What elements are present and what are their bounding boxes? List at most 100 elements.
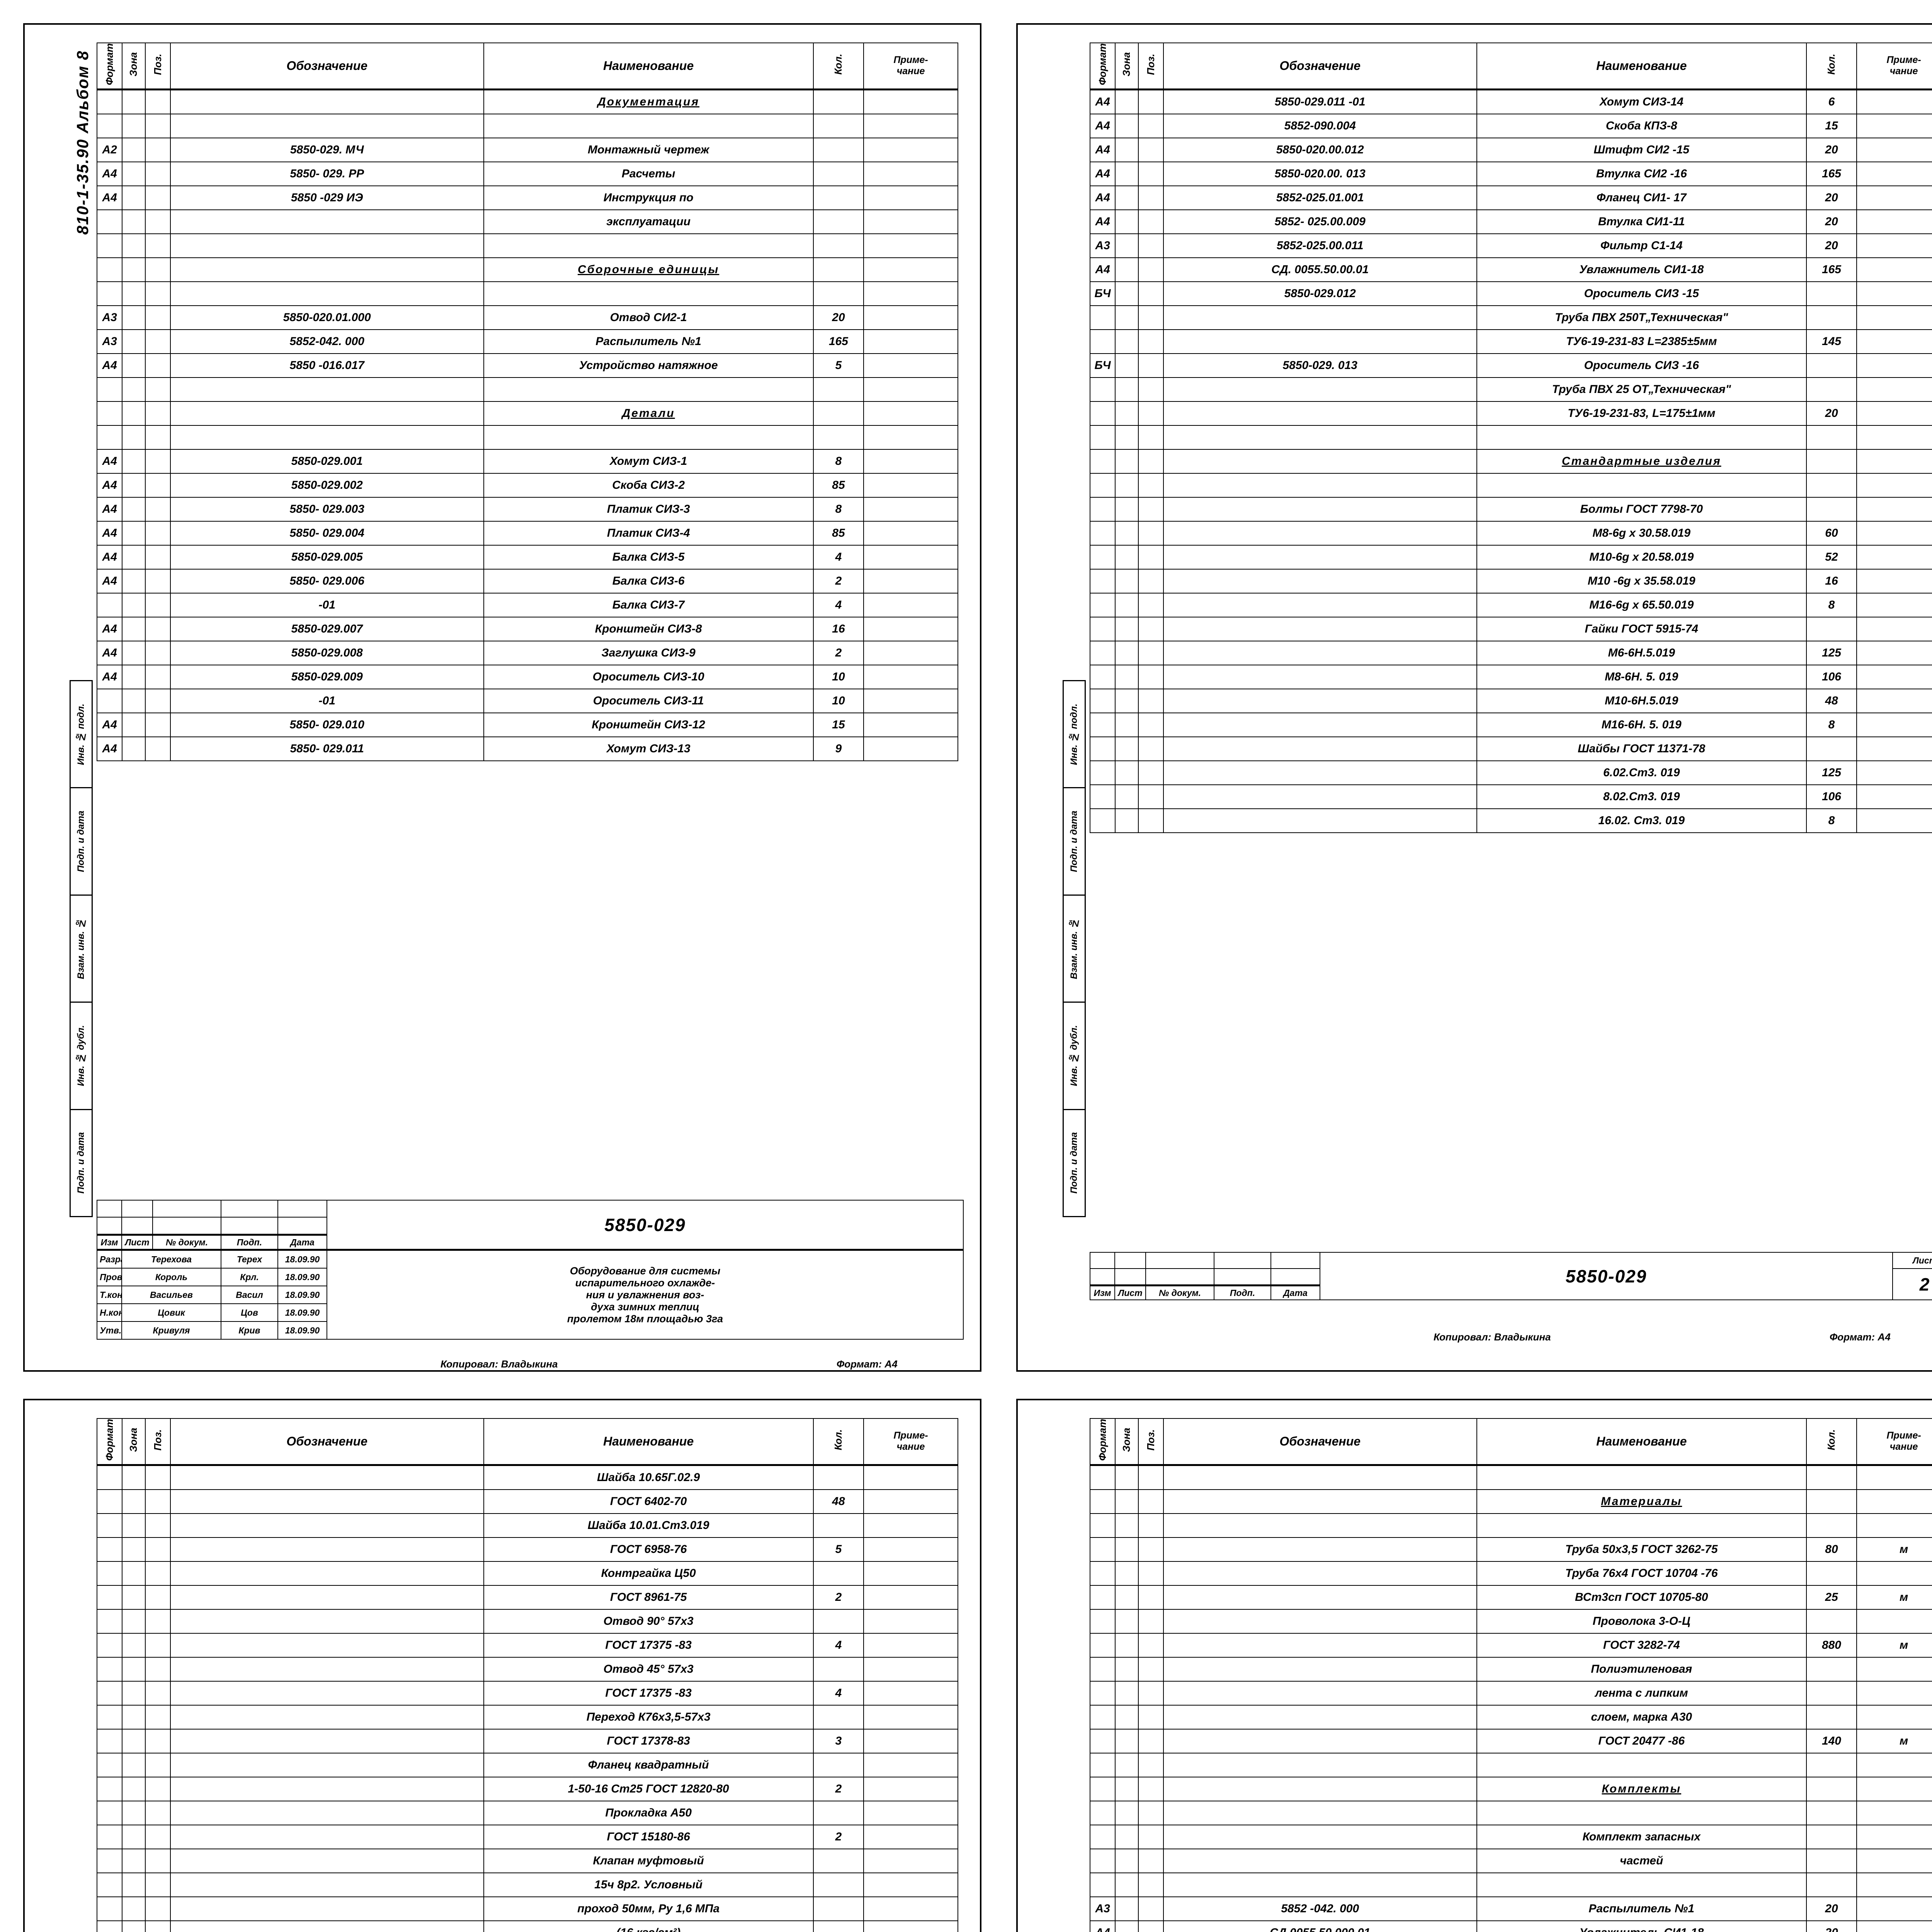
cell-prim — [1856, 1513, 1932, 1538]
cell-poz — [145, 1609, 171, 1634]
side-stamp-text: Взам. инв. № — [1069, 918, 1079, 980]
cell-fmt — [1089, 1464, 1116, 1490]
cell-prim — [1856, 1704, 1932, 1730]
cell-zone — [122, 377, 146, 402]
cell-oboz — [170, 377, 484, 402]
cell-oboz: -01 — [170, 592, 484, 617]
cell-oboz — [170, 1776, 484, 1801]
side-stamp-cell: Инв. № дубл. — [71, 1003, 92, 1110]
cell-prim — [1856, 568, 1932, 594]
cell-zone — [1115, 425, 1139, 450]
cell-naim: М16-6g x 65.50.019 — [1476, 592, 1807, 617]
cell-naim: ГОСТ 15180-86 — [483, 1824, 814, 1849]
cell-kol: 60 — [1806, 520, 1857, 546]
cell-kol — [1806, 1680, 1857, 1706]
cell-kol: 165 — [1806, 257, 1857, 282]
cell-naim: Балка СИЗ-7 — [483, 592, 814, 617]
cell-fmt — [1089, 520, 1116, 546]
cell-kol — [813, 401, 864, 426]
cell-fmt — [96, 1896, 123, 1921]
table-row: А4 5852- 025.00.009 Втулка СИ1-11 20 — [1089, 209, 1932, 234]
cell-fmt — [1089, 329, 1116, 354]
cell-naim — [1476, 1872, 1807, 1897]
cell-poz — [1138, 520, 1164, 546]
cell-poz — [1138, 473, 1164, 498]
cell-fmt — [96, 1513, 123, 1538]
cell-oboz — [1163, 592, 1477, 617]
cell-kol — [813, 377, 864, 402]
cell-fmt — [1089, 473, 1116, 498]
cell-zone — [122, 185, 146, 210]
role-utv: Утв. — [97, 1321, 122, 1340]
cell-kol: 48 — [813, 1489, 864, 1514]
cell-poz — [1138, 281, 1164, 306]
col-name: Наименование — [483, 42, 814, 90]
cell-poz — [145, 1656, 171, 1682]
cell-kol: 15 — [1806, 113, 1857, 138]
table-row: Труба 76х4 ГОСТ 10704 -76 — [1089, 1561, 1932, 1586]
cell-oboz — [1163, 1585, 1477, 1610]
title-block-1: 5850-029 Изм Лист № докум. Подп. Дата Ра… — [97, 1200, 964, 1340]
cell-kol — [813, 89, 864, 114]
cell-poz — [145, 688, 171, 713]
col-name: Наименование — [1476, 1418, 1807, 1466]
cell-oboz — [1163, 1824, 1477, 1849]
cell-zone — [1115, 1896, 1139, 1921]
cell-poz — [145, 1896, 171, 1921]
cell-oboz — [1163, 377, 1477, 402]
cell-kol — [1806, 1489, 1857, 1514]
table-row: 1-50-16 Ст25 ГОСТ 12820-80 2 — [96, 1776, 958, 1801]
cell-poz — [145, 1585, 171, 1610]
table-row: (16 кгс/см²) — [96, 1920, 958, 1932]
cell-kol: 4 — [813, 592, 864, 617]
cell-prim — [863, 568, 958, 594]
cell-oboz — [170, 281, 484, 306]
table-row: лента с липким — [1089, 1680, 1932, 1706]
cell-fmt — [1089, 449, 1116, 474]
date-prov: 18.09.90 — [277, 1268, 327, 1286]
cell-fmt: А4 — [96, 520, 123, 546]
cell-zone — [1115, 808, 1139, 833]
cell-prim — [1856, 1896, 1932, 1921]
cell-oboz — [1163, 401, 1477, 426]
side-stamp-text: Взам. инв. № — [76, 918, 86, 980]
cell-kol — [813, 113, 864, 138]
cell-kol — [1806, 1464, 1857, 1490]
cell-prim — [1856, 784, 1932, 809]
cell-zone — [122, 1656, 146, 1682]
table-row: М10-6g x 20.58.019 52 — [1089, 544, 1932, 570]
cell-kol: 16 — [1806, 568, 1857, 594]
cell-naim: проход 50мм, Ру 1,6 МПа — [483, 1896, 814, 1921]
cell-prim — [863, 185, 958, 210]
format-note-2: Формат: А4 — [1830, 1331, 1891, 1343]
table-row: 8.02.Ст3. 019 106 — [1089, 784, 1932, 809]
cell-fmt — [1089, 1609, 1116, 1634]
col-zone: Зона — [1115, 42, 1139, 90]
cell-oboz — [170, 113, 484, 138]
cell-naim: ГОСТ 17378-83 — [483, 1728, 814, 1753]
spec-table-4: Формат Зона Поз. Обозначение Наименовани… — [1089, 1418, 1932, 1932]
side-stamp-cell: Подп. и дата — [71, 1110, 92, 1216]
cell-poz — [1138, 1920, 1164, 1932]
cell-prim — [1856, 1656, 1932, 1682]
rev-head-sign: Подп. — [221, 1234, 278, 1250]
cell-fmt — [96, 233, 123, 258]
cell-zone — [122, 281, 146, 306]
cell-kol — [813, 1920, 864, 1932]
cell-oboz — [1163, 1513, 1477, 1538]
cell-prim — [1856, 185, 1932, 210]
cell-kol — [813, 1561, 864, 1586]
cell-fmt — [1089, 1872, 1116, 1897]
cell-prim — [863, 257, 958, 282]
cell-poz — [1138, 568, 1164, 594]
cell-naim: лента с липким — [1476, 1680, 1807, 1706]
cell-zone — [122, 544, 146, 570]
cell-naim — [1476, 425, 1807, 450]
cell-zone — [1115, 497, 1139, 522]
cell-poz — [145, 305, 171, 330]
cell-fmt: А4 — [96, 736, 123, 761]
cell-oboz — [170, 1848, 484, 1873]
cell-fmt — [96, 1824, 123, 1849]
cell-zone — [1115, 1776, 1139, 1801]
cell-zone — [1115, 401, 1139, 426]
